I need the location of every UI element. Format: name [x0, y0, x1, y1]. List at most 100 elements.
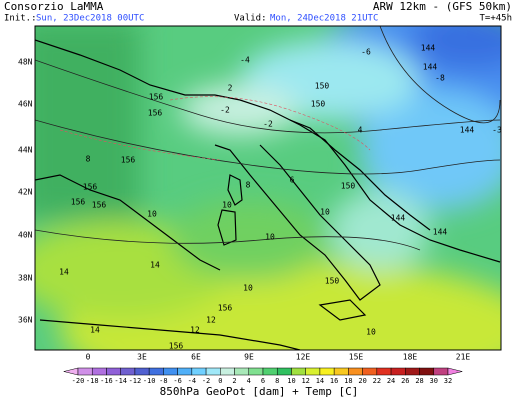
colorbar-swatch [348, 367, 363, 376]
colorbar-tick-label: -12 [129, 377, 142, 385]
colorbar-swatch [148, 367, 164, 376]
contour-label: 156 [169, 342, 184, 351]
colorbar-swatch [262, 367, 278, 376]
colorbar-end [447, 367, 463, 376]
colorbar-tick-label: -16 [100, 377, 113, 385]
colorbar-tick-label: 2 [232, 377, 236, 385]
colorbar-swatch [433, 367, 449, 376]
contour-label: 156 [121, 156, 136, 165]
colorbar-swatch [77, 367, 93, 376]
contour-label: 150 [325, 277, 340, 286]
contour-label: -2 [220, 106, 230, 115]
colorbar-tick-label: -14 [114, 377, 127, 385]
contour-label: 4 [358, 126, 363, 135]
contour-label: 144 [423, 63, 438, 72]
colorbar-swatch [376, 367, 392, 376]
colorbar-swatch [319, 367, 335, 376]
colorbar-tick-label: -2 [202, 377, 210, 385]
lat-label: 48N [18, 58, 33, 67]
colorbar-end [63, 367, 79, 376]
colorbar-tick-label: 14 [316, 377, 324, 385]
colorbar-swatch [91, 367, 107, 376]
contour-label: 6 [290, 176, 295, 185]
colorbar-swatch [405, 367, 420, 376]
colorbar-swatch [248, 367, 264, 376]
colorbar-swatch [220, 367, 235, 376]
colorbar-tick-label: -6 [173, 377, 181, 385]
colorbar-tick-label: 16 [330, 377, 338, 385]
valid-label: Valid: [234, 14, 267, 24]
contour-label: 12 [190, 326, 200, 335]
contour-label: 144 [433, 228, 448, 237]
contour-label: 144 [460, 126, 475, 135]
colorbar-swatch [276, 367, 292, 376]
colorbar-swatch [362, 367, 378, 376]
lon-label: 18E [403, 353, 418, 362]
colorbar-swatch [305, 367, 321, 376]
colorbar-tick-label: 0 [218, 377, 222, 385]
lon-label: 0 [86, 353, 91, 362]
colorbar-tick-label: 12 [301, 377, 309, 385]
lat-label: 38N [18, 274, 33, 283]
lon-label: 3E [137, 353, 147, 362]
longitude-labels: 0 3E 6E 9E 12E 15E 18E 21E [86, 353, 471, 362]
contour-label: -3 [492, 126, 502, 135]
map-frame [34, 25, 502, 351]
colorbar-tick-label: 28 [415, 377, 423, 385]
contour-label: 156 [71, 198, 86, 207]
contour-label: 156 [83, 183, 98, 192]
colorbar-swatch [390, 367, 406, 376]
contour-label: 8 [246, 181, 251, 190]
colorbar-tick-label: 30 [430, 377, 438, 385]
colorbar-tick-label: 18 [344, 377, 352, 385]
colorbar-swatch [191, 367, 207, 376]
colorbar-swatch [106, 367, 121, 376]
colorbar-swatch [163, 367, 178, 376]
contour-label: 150 [311, 100, 326, 109]
contour-label: 156 [149, 93, 164, 102]
contour-label: 10 [243, 284, 253, 293]
colorbar-swatch [205, 367, 221, 376]
contour-label: 14 [59, 268, 69, 277]
contour-label: 2 [228, 84, 233, 93]
source-title: Consorzio LaMMA [4, 0, 104, 13]
colorbar-swatch [177, 367, 193, 376]
lon-label: 9E [244, 353, 254, 362]
init-label: Init.: [4, 14, 37, 24]
lon-label: 12E [296, 353, 311, 362]
contour-label: 10 [366, 328, 376, 337]
contour-label: -4 [240, 56, 250, 65]
lat-label: 46N [18, 100, 33, 109]
lead-time: T=+45h [479, 14, 512, 24]
colorbar-swatch [120, 367, 136, 376]
colorbar-tick-label: 4 [247, 377, 251, 385]
lon-label: 6E [191, 353, 201, 362]
map-field [35, 26, 501, 350]
colorbar-tick-label: -18 [86, 377, 99, 385]
contour-label: 8 [86, 155, 91, 164]
lon-label: 15E [349, 353, 364, 362]
contour-label: 144 [421, 44, 436, 53]
contour-label: 150 [341, 182, 356, 191]
contour-label: 150 [315, 82, 330, 91]
contour-label: -6 [361, 48, 371, 57]
contour-label: 10 [320, 208, 330, 217]
colorbar-tick-label: 32 [444, 377, 452, 385]
contour-label: 156 [92, 201, 107, 210]
lon-label: 21E [456, 353, 471, 362]
colorbar-tick-label: -4 [188, 377, 196, 385]
contour-label: 14 [90, 326, 100, 335]
colorbar-tick-label: 24 [387, 377, 395, 385]
colorbar-tick-label: 26 [401, 377, 409, 385]
contour-label: 144 [391, 214, 406, 223]
init-time: Sun, 23Dec2018 00UTC [36, 14, 144, 24]
lat-label: 36N [18, 316, 33, 325]
colorbar-swatch [234, 367, 250, 376]
colorbar-swatch [419, 367, 435, 376]
colorbar-tick-label: 8 [275, 377, 279, 385]
colorbar-tick-label: 22 [373, 377, 381, 385]
contour-label: 156 [148, 109, 163, 118]
contour-label: 12 [206, 316, 216, 325]
